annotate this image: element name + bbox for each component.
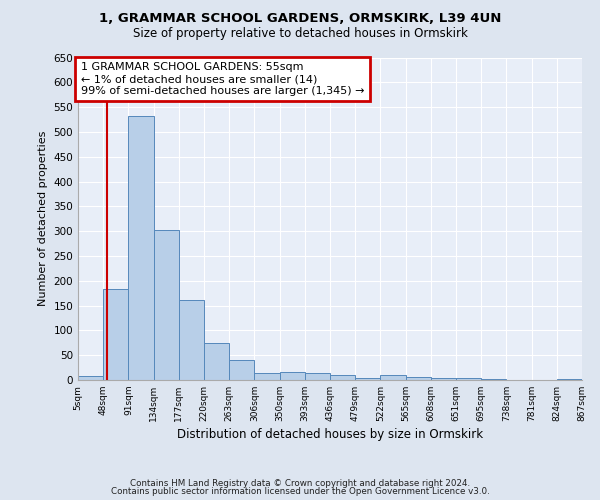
Y-axis label: Number of detached properties: Number of detached properties [38,131,48,306]
Bar [128,116,154,380]
Bar [431,378,456,380]
Bar [103,289,128,380]
Bar [456,378,481,380]
Bar [305,372,330,380]
Bar [154,230,179,380]
Bar [355,378,380,380]
Text: 1 GRAMMAR SCHOOL GARDENS: 55sqm
← 1% of detached houses are smaller (14)
99% of : 1 GRAMMAR SCHOOL GARDENS: 55sqm ← 1% of … [81,62,364,96]
Bar [229,360,254,380]
Bar [330,375,355,380]
Bar [380,375,406,380]
X-axis label: Distribution of detached houses by size in Ormskirk: Distribution of detached houses by size … [177,428,483,441]
Bar [254,372,280,380]
Text: Size of property relative to detached houses in Ormskirk: Size of property relative to detached ho… [133,28,467,40]
Bar [204,344,229,380]
Text: Contains public sector information licensed under the Open Government Licence v3: Contains public sector information licen… [110,487,490,496]
Bar [406,377,431,380]
Text: Contains HM Land Registry data © Crown copyright and database right 2024.: Contains HM Land Registry data © Crown c… [130,478,470,488]
Bar [481,379,506,380]
Bar [78,376,103,380]
Bar [179,300,204,380]
Text: 1, GRAMMAR SCHOOL GARDENS, ORMSKIRK, L39 4UN: 1, GRAMMAR SCHOOL GARDENS, ORMSKIRK, L39… [99,12,501,26]
Bar [280,372,305,380]
Bar [557,379,582,380]
